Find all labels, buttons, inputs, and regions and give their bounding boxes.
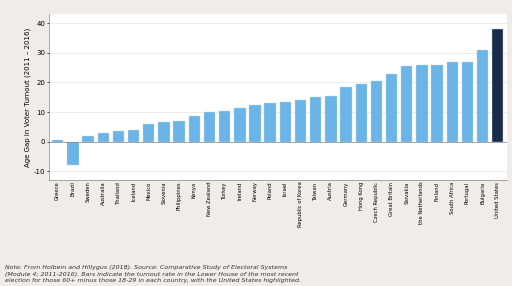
Bar	[219, 111, 230, 142]
Bar	[355, 84, 367, 142]
Bar	[371, 81, 382, 142]
Bar	[477, 50, 488, 142]
Bar	[188, 116, 200, 142]
Bar	[52, 140, 63, 142]
Text: Note: From Holbein and Hillygus (2018). Source: Comparative Study of Electoral S: Note: From Holbein and Hillygus (2018). …	[5, 265, 301, 283]
Bar	[265, 103, 276, 142]
Bar	[249, 105, 261, 142]
Bar	[462, 62, 473, 142]
Bar	[158, 122, 169, 142]
Bar	[174, 121, 185, 142]
Bar	[113, 131, 124, 142]
Bar	[432, 65, 443, 142]
Bar	[401, 66, 413, 142]
Bar	[280, 102, 291, 142]
Bar	[295, 100, 306, 142]
Bar	[416, 65, 428, 142]
Bar	[98, 133, 109, 142]
Bar	[128, 130, 139, 142]
Bar	[325, 96, 336, 142]
Bar	[204, 112, 215, 142]
Bar	[492, 29, 503, 142]
Bar	[340, 87, 352, 142]
Y-axis label: Age Gap in Voter Turnout (2011 – 2016): Age Gap in Voter Turnout (2011 – 2016)	[25, 28, 31, 167]
Bar	[234, 108, 246, 142]
Bar	[310, 97, 322, 142]
Bar	[82, 136, 94, 142]
Bar	[446, 62, 458, 142]
Bar	[386, 74, 397, 142]
Bar	[143, 124, 155, 142]
Bar	[67, 142, 79, 165]
